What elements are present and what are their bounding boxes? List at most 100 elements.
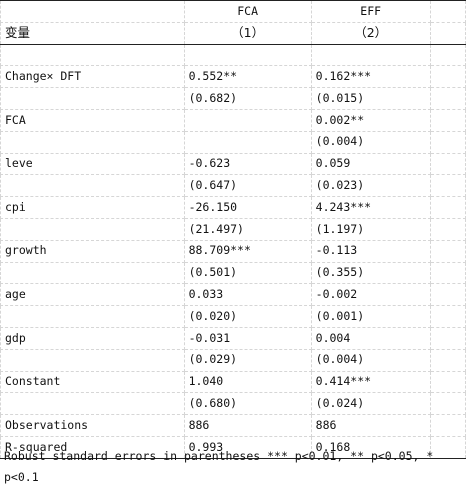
empty-cell[interactable] bbox=[430, 327, 466, 350]
empty-cell[interactable] bbox=[430, 174, 466, 198]
header-row-names: FCA EFF bbox=[0, 0, 466, 23]
table-row: R-squared 0.993 0.168 bbox=[0, 436, 466, 459]
empty-cell[interactable] bbox=[430, 436, 466, 459]
col1-value-cell[interactable]: (0.020) bbox=[184, 305, 312, 328]
row-label-cell[interactable] bbox=[0, 218, 185, 241]
empty-cell[interactable] bbox=[430, 371, 466, 394]
col2-value-cell[interactable]: -0.002 bbox=[311, 283, 431, 307]
col1-value-cell[interactable] bbox=[184, 131, 312, 154]
header-row-numbers: 变量 （1） （2） bbox=[0, 22, 466, 45]
col2-value-cell[interactable]: 886 bbox=[311, 414, 431, 437]
empty-cell[interactable] bbox=[184, 44, 312, 67]
col1-value-cell[interactable]: -0.623 bbox=[184, 153, 312, 176]
col1-value-cell[interactable]: (0.682) bbox=[184, 87, 312, 110]
table-footnote: Robust standard errors in parentheses **… bbox=[4, 446, 460, 488]
empty-cell[interactable] bbox=[430, 65, 466, 89]
row-label-cell[interactable]: age bbox=[0, 283, 185, 307]
col2-value-cell[interactable]: (0.023) bbox=[311, 174, 431, 198]
empty-cell[interactable] bbox=[0, 44, 185, 67]
col2-value-cell[interactable]: 0.004 bbox=[311, 327, 431, 350]
empty-cell[interactable] bbox=[430, 414, 466, 437]
row-label-cell[interactable] bbox=[0, 87, 185, 110]
empty-cell[interactable] bbox=[430, 109, 466, 132]
empty-cell[interactable] bbox=[430, 153, 466, 176]
col1-value-cell[interactable]: 0.993 bbox=[184, 436, 312, 459]
row-label-cell[interactable] bbox=[0, 131, 185, 154]
header-col2-number[interactable]: （2） bbox=[311, 22, 431, 45]
row-label-cell[interactable] bbox=[0, 305, 185, 328]
table-row: Constant 1.040 0.414*** bbox=[0, 371, 466, 394]
row-label-cell[interactable]: gdp bbox=[0, 327, 185, 350]
row-label-cell[interactable]: FCA bbox=[0, 109, 185, 132]
col1-value-cell[interactable]: 1.040 bbox=[184, 371, 312, 394]
col1-value-cell[interactable]: 886 bbox=[184, 414, 312, 437]
row-label-cell[interactable]: Observations bbox=[0, 414, 185, 437]
empty-cell[interactable] bbox=[311, 44, 431, 67]
empty-cell[interactable] bbox=[430, 262, 466, 285]
col1-value-cell[interactable]: -0.031 bbox=[184, 327, 312, 350]
row-label-cell[interactable]: growth bbox=[0, 240, 185, 263]
col1-value-cell[interactable]: 0.033 bbox=[184, 283, 312, 307]
empty-cell[interactable] bbox=[430, 0, 466, 23]
row-label-cell[interactable]: leve bbox=[0, 153, 185, 176]
footnote-line-2: p<0.1 bbox=[4, 470, 39, 484]
row-label-header[interactable]: 变量 bbox=[0, 22, 185, 45]
empty-cell[interactable] bbox=[430, 392, 466, 416]
col2-value-cell[interactable]: (1.197) bbox=[311, 218, 431, 241]
col2-value-cell[interactable]: (0.001) bbox=[311, 305, 431, 328]
empty-cell[interactable] bbox=[430, 218, 466, 241]
col1-value-cell[interactable]: (21.497) bbox=[184, 218, 312, 241]
table-row: (0.501) (0.355) bbox=[0, 262, 466, 285]
table-row: (0.682) (0.015) bbox=[0, 87, 466, 110]
regression-table: FCA EFF 变量 （1） （2） Change× DFT 0.552** 0.1… bbox=[0, 0, 466, 459]
col2-value-cell[interactable]: -0.113 bbox=[311, 240, 431, 263]
col1-value-cell[interactable]: (0.680) bbox=[184, 392, 312, 416]
empty-cell[interactable] bbox=[430, 305, 466, 328]
row-label-cell[interactable]: Constant bbox=[0, 371, 185, 394]
col1-value-cell[interactable]: 88.709*** bbox=[184, 240, 312, 263]
table-row: (0.647) (0.023) bbox=[0, 174, 466, 198]
col2-value-cell[interactable]: 0.162*** bbox=[311, 65, 431, 89]
col2-value-cell[interactable]: 0.168 bbox=[311, 436, 431, 459]
table-row: age 0.033 -0.002 bbox=[0, 283, 466, 307]
empty-cell[interactable] bbox=[430, 44, 466, 67]
empty-cell[interactable] bbox=[430, 22, 466, 45]
table-row: leve -0.623 0.059 bbox=[0, 153, 466, 176]
row-label-cell[interactable] bbox=[0, 349, 185, 372]
col2-value-cell[interactable]: (0.355) bbox=[311, 262, 431, 285]
col2-value-cell[interactable]: 4.243*** bbox=[311, 196, 431, 219]
col1-value-cell[interactable]: (0.029) bbox=[184, 349, 312, 372]
col2-value-cell[interactable]: (0.004) bbox=[311, 131, 431, 154]
col2-value-cell[interactable]: 0.414*** bbox=[311, 371, 431, 394]
empty-cell[interactable] bbox=[430, 131, 466, 154]
row-label-cell[interactable]: R-squared bbox=[0, 436, 185, 459]
col1-value-cell[interactable]: -26.150 bbox=[184, 196, 312, 219]
col1-value-cell[interactable]: (0.647) bbox=[184, 174, 312, 198]
col2-value-cell[interactable]: 0.002** bbox=[311, 109, 431, 132]
col1-value-cell[interactable] bbox=[184, 109, 312, 132]
table-row: (0.680) (0.024) bbox=[0, 392, 466, 416]
header-col1-number[interactable]: （1） bbox=[184, 22, 312, 45]
col2-value-cell[interactable]: (0.015) bbox=[311, 87, 431, 110]
row-label-cell[interactable] bbox=[0, 174, 185, 198]
empty-cell[interactable] bbox=[430, 196, 466, 219]
col2-value-cell[interactable]: 0.059 bbox=[311, 153, 431, 176]
col1-value-cell[interactable]: 0.552** bbox=[184, 65, 312, 89]
table-row: (0.029) (0.004) bbox=[0, 349, 466, 372]
col1-value-cell[interactable]: (0.501) bbox=[184, 262, 312, 285]
table-row: Observations 886 886 bbox=[0, 414, 466, 437]
col2-value-cell[interactable]: (0.004) bbox=[311, 349, 431, 372]
col2-value-cell[interactable]: (0.024) bbox=[311, 392, 431, 416]
row-label-cell[interactable] bbox=[0, 262, 185, 285]
empty-cell[interactable] bbox=[430, 349, 466, 372]
header-blank-cell[interactable] bbox=[0, 0, 185, 23]
header-col2-name[interactable]: EFF bbox=[311, 0, 431, 23]
header-col1-name[interactable]: FCA bbox=[184, 0, 312, 23]
row-label-cell[interactable]: cpi bbox=[0, 196, 185, 219]
row-label-cell[interactable] bbox=[0, 392, 185, 416]
row-label-cell[interactable]: Change× DFT bbox=[0, 65, 185, 89]
empty-cell[interactable] bbox=[430, 87, 466, 110]
empty-cell[interactable] bbox=[430, 283, 466, 307]
empty-cell[interactable] bbox=[430, 240, 466, 263]
